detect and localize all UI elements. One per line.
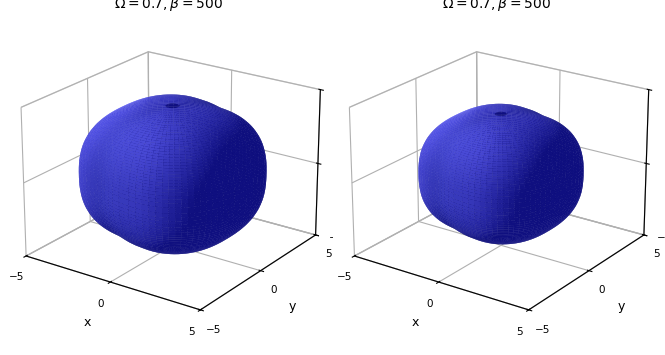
Y-axis label: y: y: [289, 300, 297, 313]
Title: $\Omega = 0.7, \beta = 500$: $\Omega = 0.7, \beta = 500$: [442, 0, 551, 13]
X-axis label: x: x: [412, 316, 419, 329]
Y-axis label: y: y: [617, 300, 624, 313]
X-axis label: x: x: [84, 316, 91, 329]
Title: $\Omega = 0.7, \beta = 500$: $\Omega = 0.7, \beta = 500$: [114, 0, 223, 13]
